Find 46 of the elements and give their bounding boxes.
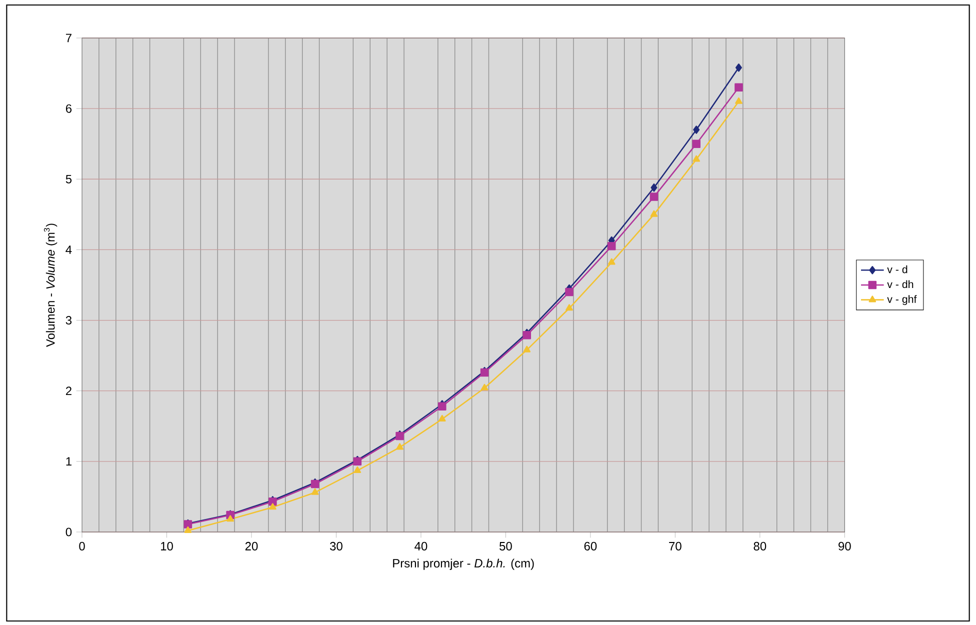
y-tick-label: 1 xyxy=(66,457,72,466)
point xyxy=(354,466,362,473)
x-tick-label: 70 xyxy=(669,542,682,550)
point xyxy=(650,192,658,201)
y-tick-label: 3 xyxy=(66,316,72,325)
legend-label: v - dh xyxy=(887,280,914,288)
x-tick-label: 40 xyxy=(414,542,428,550)
x-tick-label: 30 xyxy=(330,542,342,550)
point xyxy=(650,210,658,217)
point xyxy=(693,126,700,134)
y-tick-label: 5 xyxy=(66,174,72,184)
point xyxy=(523,346,531,352)
point xyxy=(735,64,742,72)
y-tick-label: 2 xyxy=(66,386,72,396)
point xyxy=(608,258,616,265)
x-axis-title: Prsni promjer - D.b.h. (cm) xyxy=(393,558,534,570)
point xyxy=(692,140,700,148)
x-tick-label: 50 xyxy=(500,542,512,550)
legend-label: v - ghf xyxy=(887,295,917,306)
x-tick-label: 80 xyxy=(754,542,766,550)
point xyxy=(396,443,404,450)
y-axis-title: Volumen - Volume (m$^{3}$) xyxy=(44,224,58,347)
point xyxy=(565,288,574,296)
x-tick-label: 60 xyxy=(584,542,597,550)
point xyxy=(268,503,276,510)
x-tick-label: 90 xyxy=(838,542,851,550)
point xyxy=(438,402,446,411)
x-tick-label: 20 xyxy=(245,542,258,550)
point xyxy=(480,384,488,390)
legend-label: v - d xyxy=(887,265,908,274)
point xyxy=(311,488,319,495)
point xyxy=(607,242,616,250)
y-tick-label: 4 xyxy=(66,246,72,254)
point xyxy=(184,526,192,533)
point xyxy=(566,304,573,311)
x-tick-label: 10 xyxy=(160,542,173,550)
y-tick-label: 0 xyxy=(66,528,72,536)
point xyxy=(438,414,446,422)
point xyxy=(735,97,742,104)
point xyxy=(692,155,700,162)
point xyxy=(734,83,743,92)
point xyxy=(650,183,658,192)
y-tick-label: 7 xyxy=(66,34,72,42)
point xyxy=(226,515,234,522)
y-tick-label: 6 xyxy=(66,104,72,113)
x-tick-label: 0 xyxy=(79,542,85,550)
